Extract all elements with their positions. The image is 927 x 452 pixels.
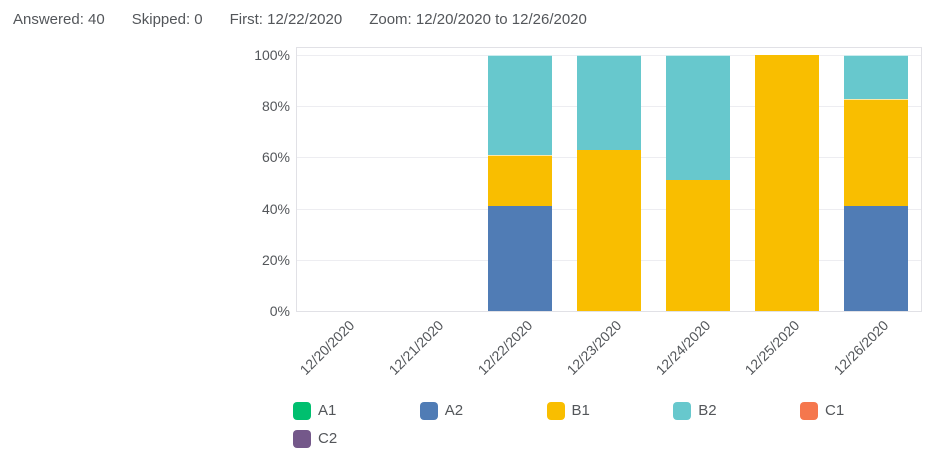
x-axis-label: 12/24/2020 <box>652 317 714 378</box>
y-axis-label: 0% <box>269 303 290 319</box>
bar-segment-b2[interactable] <box>487 55 552 155</box>
bar-segment-b2[interactable] <box>666 55 731 181</box>
y-axis-label: 80% <box>261 98 290 115</box>
first-response-stat: First: 12/22/2020 <box>229 11 343 28</box>
legend-swatch-icon <box>546 402 565 420</box>
bar-segment-b2[interactable] <box>844 55 909 99</box>
zoom-range-stat: Zoom: 12/20/2020 to 12/26/2020 <box>369 11 587 28</box>
legend-label: A2 <box>444 402 464 419</box>
y-axis-label: 20% <box>261 251 290 268</box>
x-axis-label: 12/20/2020 <box>296 317 357 378</box>
bar-segment-a2[interactable] <box>844 206 909 311</box>
legend-item-b1[interactable]: B1 <box>546 402 590 420</box>
x-axis-label: 12/21/2020 <box>385 317 447 378</box>
legend-label: C1 <box>825 402 845 419</box>
legend-swatch-icon <box>419 402 438 420</box>
legend-swatch-icon <box>293 429 311 448</box>
legend-item-c1[interactable]: C1 <box>800 402 844 420</box>
legend-swatch-icon <box>800 402 818 420</box>
legend-item-a2[interactable]: A2 <box>419 402 464 420</box>
bar-segment-b1[interactable] <box>577 149 641 311</box>
y-axis-label: 40% <box>261 200 290 217</box>
bar-segment-b1[interactable] <box>755 55 820 311</box>
skipped-stat: Skipped: 0 <box>131 11 203 28</box>
bar-segment-b2[interactable] <box>577 55 641 150</box>
legend-label: C2 <box>318 429 338 447</box>
y-axis-label: 60% <box>261 149 290 166</box>
x-axis-label: 12/25/2020 <box>741 317 803 378</box>
x-axis-label: 12/23/2020 <box>563 317 625 378</box>
legend-label: A1 <box>318 402 337 419</box>
y-axis-label: 100% <box>254 47 290 63</box>
x-axis-label: 12/22/2020 <box>474 317 536 378</box>
summary-stats-bar: Answered: 40 Skipped: 0 First: 12/22/202… <box>13 11 587 28</box>
legend-swatch-icon <box>293 402 311 420</box>
bar-segment-b1[interactable] <box>844 98 909 207</box>
x-axis-label: 12/26/2020 <box>830 317 892 378</box>
legend-item-c2[interactable]: C2 <box>293 429 338 448</box>
legend-label: B1 <box>571 402 590 419</box>
answered-stat: Answered: 40 <box>13 11 105 28</box>
bar-segment-a2[interactable] <box>487 206 552 311</box>
legend-item-a1[interactable]: A1 <box>293 402 336 420</box>
plot-area <box>296 47 922 312</box>
legend-item-b2[interactable]: B2 <box>673 402 717 420</box>
bar-segment-b1[interactable] <box>487 154 552 207</box>
bar-segment-b1[interactable] <box>666 180 731 311</box>
legend-label: B2 <box>698 402 717 419</box>
legend-swatch-icon <box>673 402 692 420</box>
